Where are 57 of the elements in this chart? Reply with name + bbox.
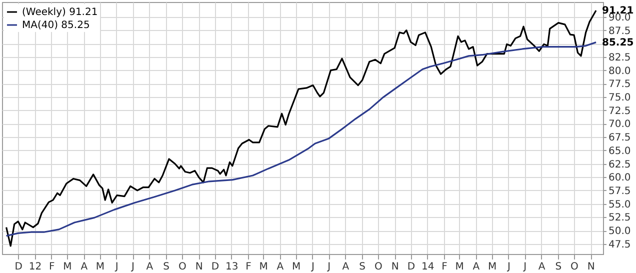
y-tick-label: 65.0: [608, 146, 631, 157]
legend-label: (Weekly) 91.21: [22, 7, 98, 18]
x-tick-label: M: [63, 262, 72, 272]
x-tick-label: J: [522, 262, 527, 272]
x-tick-label: F: [246, 262, 252, 272]
x-tick-label: M: [96, 262, 105, 272]
y-tick-label: 87.5: [608, 26, 631, 37]
x-tick-label: A: [146, 262, 154, 272]
x-tick-label: O: [570, 262, 579, 272]
y-tick-label: 50.0: [608, 226, 631, 238]
x-tick-label: 14: [422, 262, 434, 272]
x-tick-label: F: [49, 262, 56, 272]
x-tick-label: F: [442, 262, 448, 272]
y-tick-label: 57.5: [608, 186, 631, 197]
y-tick-label: 77.5: [608, 79, 631, 90]
x-tick-label: N: [391, 262, 399, 272]
line-series: [5, 42, 597, 237]
x-tick-label: A: [472, 262, 480, 272]
x-tick-label: A: [538, 262, 546, 272]
x-tick-label: 13: [225, 262, 238, 272]
x-tick-label: S: [163, 262, 170, 272]
y-tick-label: 55.0: [608, 199, 631, 210]
y-tick-label: 82.5: [608, 52, 631, 64]
y-tick-label: 75.0: [608, 92, 631, 104]
y-tick-label: 72.5: [608, 106, 631, 117]
x-tick-label: D: [407, 262, 416, 272]
y-tick-label: 67.5: [608, 132, 631, 144]
x-tick-label: N: [195, 262, 203, 272]
y-tick-label: 80.0: [608, 66, 631, 77]
x-tick-label: D: [14, 262, 23, 272]
y-tick-label: 90.0: [608, 12, 631, 24]
y-tick-label: 60.0: [608, 172, 631, 184]
y-tick-label: 47.5: [608, 239, 631, 250]
y-tick-label: 70.0: [608, 119, 631, 130]
x-tick-label: J: [506, 262, 510, 272]
x-tick-label: O: [374, 262, 383, 272]
x-tick-label: M: [455, 262, 464, 272]
x-tick-label: A: [80, 262, 88, 272]
x-tick-label: S: [555, 262, 562, 272]
legend-label: MA(40) 85.25: [22, 20, 90, 31]
x-tick-label: D: [211, 262, 220, 272]
y-tick-label: 52.5: [608, 212, 631, 224]
x-tick-label: J: [130, 262, 134, 272]
x-tick-label: J: [326, 262, 331, 272]
x-tick-label: M: [292, 262, 301, 272]
x-tick-label: A: [276, 262, 284, 272]
x-tick-label: A: [342, 262, 350, 272]
x-tick-label: O: [178, 262, 186, 272]
y-tick-label: 62.5: [608, 159, 631, 170]
x-tick-label: M: [259, 262, 268, 272]
x-tick-label: 12: [28, 262, 42, 272]
x-tick-label: M: [488, 262, 497, 272]
x-tick-label: J: [310, 262, 314, 272]
annotation: 85.25: [602, 37, 634, 48]
x-tick-label: S: [359, 262, 366, 272]
x-tick-label: J: [114, 262, 118, 272]
x-tick-label: N: [587, 262, 595, 272]
